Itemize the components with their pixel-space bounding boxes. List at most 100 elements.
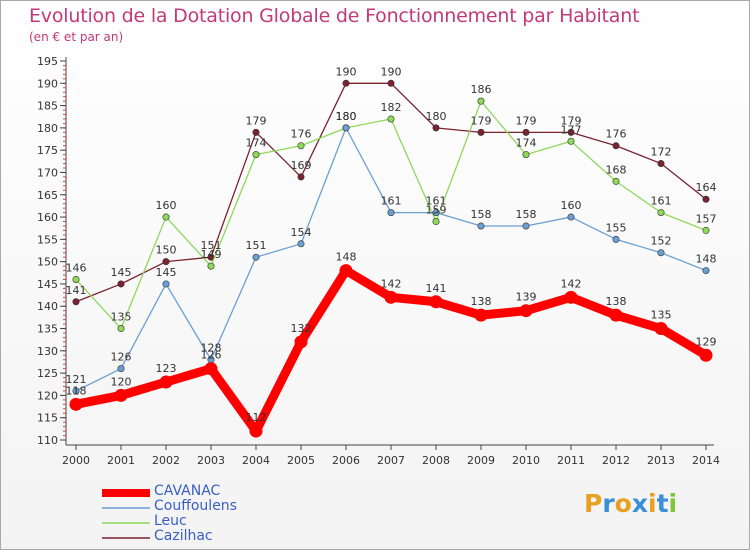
data-point-cazilhac: [117, 280, 125, 288]
data-label: 141: [66, 284, 87, 297]
data-label: 142: [381, 277, 402, 290]
data-point-cazilhac: [342, 79, 350, 87]
data-point-leuc: [162, 213, 170, 221]
data-label: 176: [606, 128, 627, 141]
data-label: 174: [516, 137, 537, 150]
y-tick-label: 190: [37, 77, 58, 90]
y-tick-label: 165: [37, 189, 58, 202]
data-point-cavanac: [204, 362, 218, 376]
data-label: 180: [336, 110, 357, 123]
data-point-cazilhac: [387, 79, 395, 87]
data-point-cazilhac: [702, 195, 710, 203]
legend-label-leuc: Leuc: [154, 513, 187, 529]
data-point-cavanac: [114, 388, 128, 402]
y-tick-label: 160: [37, 211, 58, 224]
data-point-leuc: [702, 226, 710, 234]
data-point-leuc: [522, 151, 530, 159]
y-tick-label: 180: [37, 122, 58, 135]
data-label: 142: [561, 277, 582, 290]
data-label: 168: [606, 163, 627, 176]
data-point-couffoulens: [657, 249, 665, 257]
data-point-leuc: [612, 177, 620, 185]
proxiti-logo: Proxiti: [584, 489, 677, 518]
data-point-couffoulens: [117, 365, 125, 373]
data-point-couffoulens: [567, 213, 575, 221]
y-tick-label: 185: [37, 100, 58, 113]
data-point-cazilhac: [477, 128, 485, 136]
x-tick-label: 2012: [602, 454, 630, 467]
data-label: 138: [606, 295, 627, 308]
x-tick-label: 2001: [107, 454, 135, 467]
data-label: 126: [111, 351, 132, 364]
data-label: 179: [561, 114, 582, 127]
data-point-couffoulens: [702, 267, 710, 275]
data-point-cavanac: [384, 290, 398, 304]
data-point-cazilhac: [72, 298, 80, 306]
data-point-cazilhac: [522, 128, 530, 136]
data-point-couffoulens: [162, 280, 170, 288]
data-label: 172: [651, 146, 672, 159]
series-layer: [69, 79, 713, 438]
data-point-couffoulens: [297, 240, 305, 248]
x-tick-label: 2010: [512, 454, 540, 467]
data-label: 190: [336, 65, 357, 78]
data-point-leuc: [252, 151, 260, 159]
legend: [102, 489, 150, 539]
data-label: 169: [291, 159, 312, 172]
y-tick-label: 145: [37, 278, 58, 291]
logo-letter: o: [614, 489, 632, 518]
y-tick-label: 130: [37, 345, 58, 358]
data-point-couffoulens: [522, 222, 530, 230]
data-label: 180: [426, 110, 447, 123]
data-point-cazilhac: [297, 173, 305, 181]
data-label: 135: [651, 309, 672, 322]
data-label: 154: [291, 226, 312, 239]
data-label: 190: [381, 65, 402, 78]
data-point-leuc: [477, 97, 485, 105]
data-point-couffoulens: [342, 124, 350, 132]
chart-subtitle: (en € et par an): [29, 30, 124, 44]
data-point-leuc: [432, 218, 440, 226]
data-label: 149: [201, 248, 222, 261]
data-point-couffoulens: [252, 253, 260, 261]
x-tick-label: 2004: [242, 454, 270, 467]
data-label: 148: [336, 251, 357, 264]
data-label: 179: [516, 114, 537, 127]
data-label: 126: [201, 349, 222, 362]
data-point-cazilhac: [162, 258, 170, 266]
data-label: 155: [606, 221, 627, 234]
data-point-leuc: [117, 325, 125, 333]
data-label: 161: [651, 195, 672, 208]
y-tick-label: 110: [37, 434, 58, 447]
data-point-couffoulens: [387, 209, 395, 217]
x-tick-label: 2013: [647, 454, 675, 467]
data-label: 160: [156, 199, 177, 212]
legend-label-cavanac: CAVANAC: [154, 483, 221, 499]
y-tick-label: 150: [37, 256, 58, 269]
data-point-cavanac: [294, 335, 308, 349]
data-point-leuc: [207, 262, 215, 270]
data-point-cavanac: [699, 348, 713, 362]
data-label: 145: [156, 266, 177, 279]
data-point-cazilhac: [432, 124, 440, 132]
data-label: 177: [561, 123, 582, 136]
data-label: 180: [336, 110, 357, 123]
data-label: 129: [696, 335, 717, 348]
data-point-cavanac: [69, 397, 83, 411]
data-point-cazilhac: [567, 128, 575, 136]
data-label: 159: [426, 204, 447, 217]
y-tick-label: 120: [37, 389, 58, 402]
x-tick-label: 2003: [197, 454, 225, 467]
data-label: 141: [426, 282, 447, 295]
data-label: 161: [381, 195, 402, 208]
data-label: 120: [111, 375, 132, 388]
data-label: 152: [651, 235, 672, 248]
data-label: 150: [156, 244, 177, 257]
data-label: 164: [696, 181, 717, 194]
logo-letter: x: [631, 489, 648, 518]
chart-title: Evolution de la Dotation Globale de Fonc…: [29, 5, 640, 27]
data-label: 151: [201, 239, 222, 252]
data-label: 158: [471, 208, 492, 221]
x-tick-label: 2014: [692, 454, 720, 467]
